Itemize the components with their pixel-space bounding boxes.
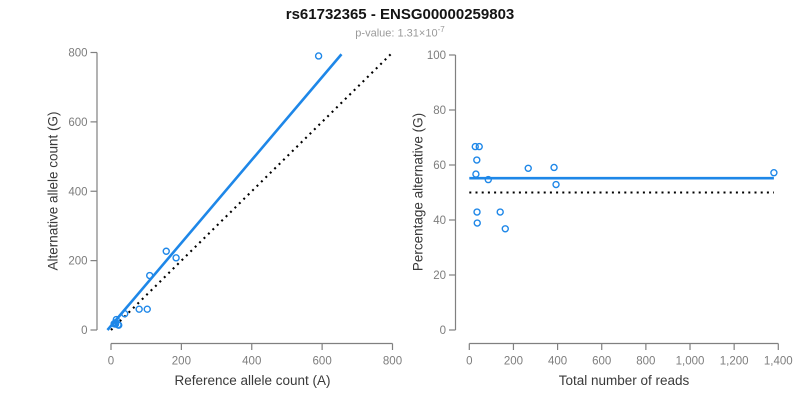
data-point (135, 305, 143, 313)
data-point (550, 163, 558, 172)
data-point (475, 142, 483, 151)
data-point (146, 271, 154, 280)
identity-line (110, 53, 392, 331)
data-point (484, 175, 492, 184)
regression-line (106, 53, 343, 331)
x-tick-label: 400 (548, 356, 567, 368)
data-point (770, 168, 778, 177)
data-point (143, 305, 151, 313)
percentage-alternative-plot: 0 200 400 600 800 1,000 1,200 1,400 0 20 40 60 80 100 (427, 50, 793, 368)
data-point (471, 142, 479, 151)
data-point (314, 52, 323, 60)
left-x-axis-title: Reference allele count (A) (174, 373, 331, 388)
right-x-axis-title: Total number of reads (558, 373, 690, 388)
x-tick-label: 0 (108, 356, 114, 368)
data-point (115, 321, 123, 329)
x-tick-label: 800 (383, 356, 402, 368)
x-tick-label: 600 (313, 356, 332, 368)
data-point (472, 170, 480, 178)
y-tick-label: 100 (427, 50, 446, 62)
right-y-axis-title: Percentage alternative (G) (410, 112, 426, 272)
x-tick-label: 400 (242, 356, 261, 368)
pvalue-exponent: -7 (437, 25, 445, 34)
pvalue-prefix: p-value: (355, 27, 398, 40)
x-tick-label: 200 (172, 356, 191, 368)
y-tick-label: 600 (68, 117, 87, 129)
y-tick-label: 40 (433, 215, 446, 227)
y-tick-label: 200 (68, 256, 87, 268)
x-tick-label: 1,000 (676, 356, 705, 368)
x-tick-label: 0 (466, 356, 472, 368)
data-point (496, 208, 504, 216)
data-point (473, 208, 481, 216)
data-point (121, 309, 129, 318)
y-tick-label: 20 (433, 270, 446, 282)
x-tick-label: 1,400 (764, 356, 793, 368)
y-tick-label: 60 (433, 160, 446, 172)
x-tick-label: 1,200 (720, 356, 749, 368)
data-point (473, 156, 481, 164)
data-point (172, 254, 180, 262)
x-tick-label: 600 (592, 356, 611, 368)
figure-subtitle: p-value: 1.31×10-7 (0, 25, 800, 40)
y-tick-label: 80 (433, 105, 446, 117)
y-tick-label: 0 (81, 325, 87, 337)
y-tick-label: 0 (440, 325, 446, 337)
figure-title: rs61732365 - ENSG00000259803 (285, 6, 515, 23)
data-point (524, 164, 532, 173)
data-point (501, 225, 509, 233)
y-tick-label: 400 (68, 186, 87, 198)
x-tick-label: 800 (636, 356, 655, 368)
pvalue-base: 1.31×10 (397, 27, 438, 40)
data-point (162, 247, 170, 255)
y-tick-label: 800 (68, 48, 87, 60)
left-y-axis-title: Alternative allele count (G) (45, 111, 61, 271)
data-point (552, 180, 560, 189)
allele-counts-plot: 0 200 400 600 800 0 200 400 600 800 (68, 48, 402, 368)
data-point (473, 219, 481, 227)
x-tick-label: 200 (504, 356, 523, 368)
